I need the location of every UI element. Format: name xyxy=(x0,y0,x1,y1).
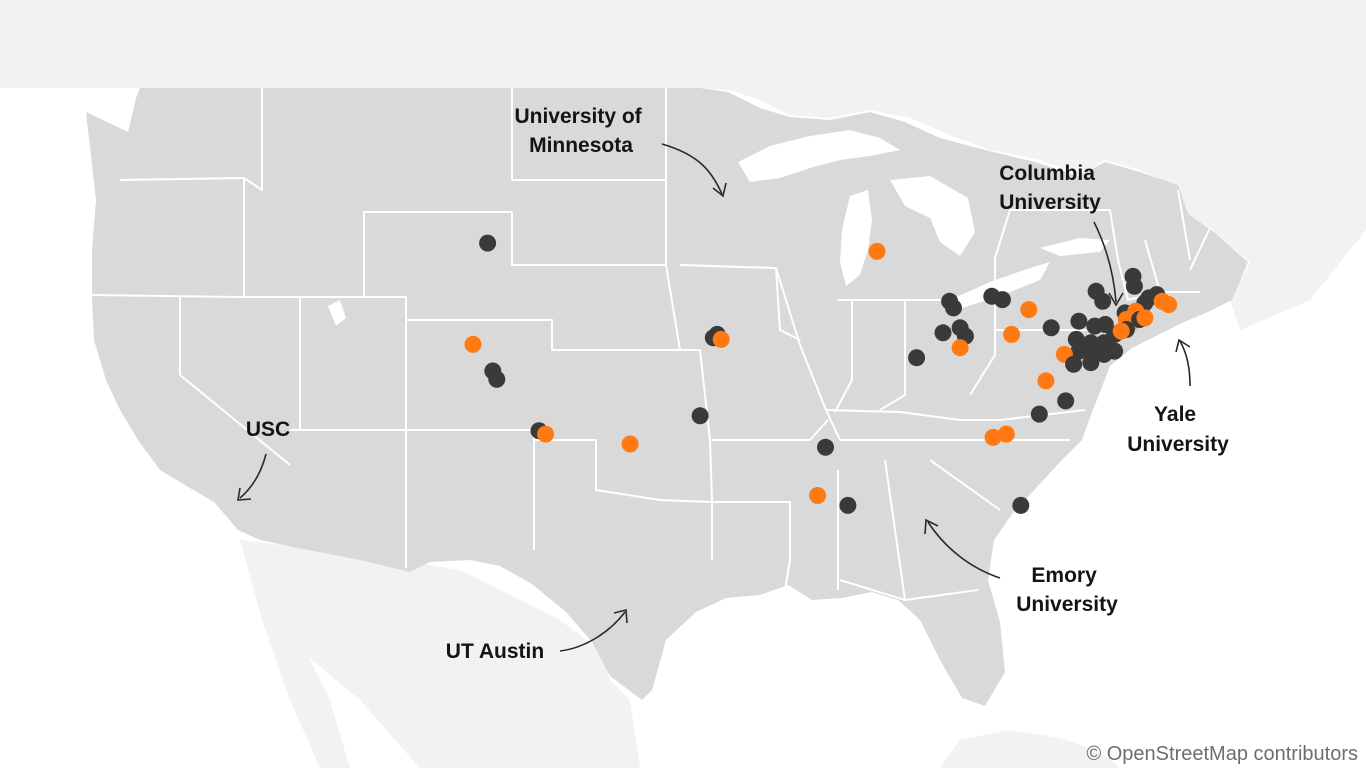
lake-erie xyxy=(950,262,1050,308)
label-columbia-line1: Columbia xyxy=(999,162,1095,185)
arrowhead-ut-austin xyxy=(613,608,628,624)
label-emory: Emory University xyxy=(1016,564,1118,616)
dark-dot-26 xyxy=(1042,319,1060,337)
dark-dot-10 xyxy=(691,407,709,425)
highlight-dot-1 xyxy=(464,335,482,353)
label-emory-line1: Emory xyxy=(1031,564,1097,587)
highlight-dot-24 xyxy=(1020,301,1038,319)
attribution: © OpenStreetMap contributors xyxy=(1086,743,1358,765)
arrowhead-yale xyxy=(1175,338,1191,353)
arrow-yale xyxy=(1179,340,1191,387)
label-columbia: Columbia University xyxy=(999,162,1101,214)
dark-dot-63 xyxy=(1012,496,1030,514)
dark-dot-30 xyxy=(1125,277,1143,295)
highlight-dot-5 xyxy=(537,425,555,443)
highlight-dot-14 xyxy=(868,242,886,260)
cuba-land xyxy=(940,730,1120,768)
highlight-dot-6 xyxy=(621,435,639,453)
dark-dot-43 xyxy=(1070,312,1088,330)
dark-dot-59 xyxy=(1030,405,1048,423)
arrowhead-usc xyxy=(237,487,252,501)
dark-dot-51 xyxy=(1070,342,1088,360)
label-yale: Yale University xyxy=(1127,403,1229,456)
arrow-columbia xyxy=(1093,221,1117,303)
dots-layer xyxy=(464,234,1178,514)
label-minnesota-line2: Minnesota xyxy=(529,134,633,157)
highlight-dot-35 xyxy=(1160,296,1178,314)
arrow-usc xyxy=(239,453,267,499)
highlight-dot-25 xyxy=(1003,325,1021,343)
label-columbia-line2: University xyxy=(999,191,1101,214)
highlight-dot-58 xyxy=(1037,372,1055,390)
dark-dot-18 xyxy=(934,324,952,342)
callout-labels: University of Minnesota Columbia Univers… xyxy=(246,105,1229,663)
label-minnesota-line1: University of xyxy=(514,105,642,128)
lake-ontario xyxy=(1040,238,1110,256)
highlight-dot-21 xyxy=(951,339,969,357)
label-usc: USC xyxy=(246,418,290,441)
baja-peninsula xyxy=(240,540,350,768)
mexico-land xyxy=(240,540,640,768)
highlight-dot-9 xyxy=(712,330,730,348)
dark-dot-15 xyxy=(908,349,926,367)
dark-dot-54 xyxy=(1106,342,1124,360)
lake-michigan xyxy=(840,190,872,286)
dark-dot-56 xyxy=(1065,355,1083,373)
arrowhead-columbia xyxy=(1108,292,1124,307)
dark-dot-57 xyxy=(1082,354,1100,372)
dark-dot-23 xyxy=(993,291,1011,309)
dark-dot-28 xyxy=(1094,292,1112,310)
arrow-ut-austin xyxy=(559,611,626,652)
arrowhead-minnesota xyxy=(712,182,727,198)
highlight-dot-12 xyxy=(809,487,827,504)
highlight-dot-61 xyxy=(984,428,1002,446)
arrow-minnesota xyxy=(661,143,723,195)
highlight-dot-62 xyxy=(997,425,1015,443)
label-ut-austin: UT Austin xyxy=(446,640,544,663)
canada-land xyxy=(0,0,1366,330)
dark-dot-3 xyxy=(488,370,506,388)
dark-dot-11 xyxy=(817,438,834,456)
label-emory-line2: University xyxy=(1016,593,1118,616)
callout-arrows xyxy=(237,143,1191,652)
arrow-emory xyxy=(927,521,1001,579)
label-yale-line2: University xyxy=(1127,433,1229,456)
dark-dot-0 xyxy=(479,234,497,252)
label-yale-line1: Yale xyxy=(1154,403,1196,426)
highlight-dot-42 xyxy=(1136,309,1154,327)
lake-superior xyxy=(738,130,900,182)
arrowhead-emory xyxy=(924,518,939,535)
dark-dot-60 xyxy=(1057,392,1075,410)
highlight-dot-47 xyxy=(1112,322,1130,340)
dark-dot-17 xyxy=(945,299,962,317)
label-minnesota: University of Minnesota xyxy=(514,105,647,157)
great-salt-lake xyxy=(328,300,346,326)
dark-dot-13 xyxy=(839,496,857,514)
lake-huron xyxy=(890,176,975,256)
